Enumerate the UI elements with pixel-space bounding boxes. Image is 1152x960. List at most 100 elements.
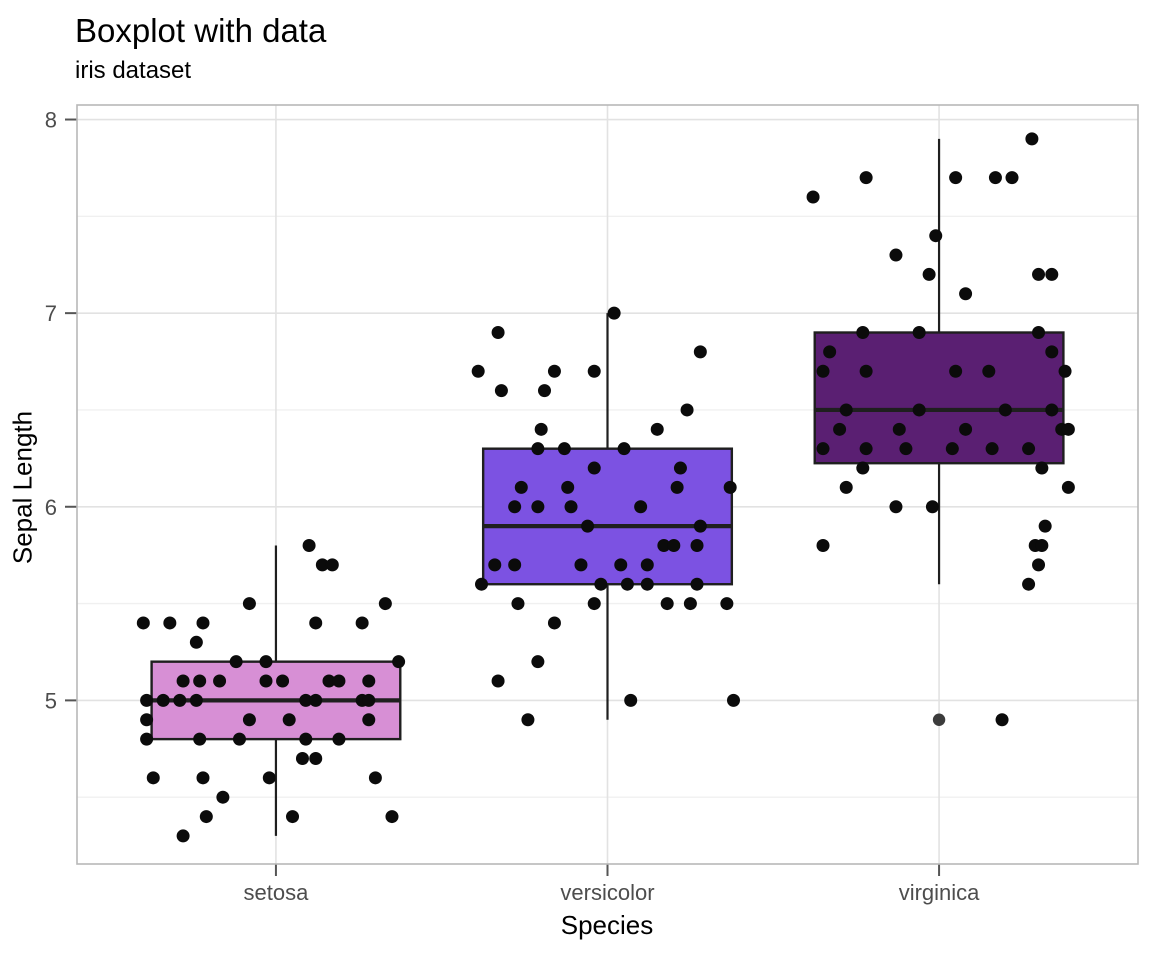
jitter-point: [620, 577, 634, 591]
jitter-point: [1035, 461, 1049, 475]
jitter-point: [594, 577, 608, 591]
chart-subtitle: iris dataset: [75, 57, 192, 84]
jitter-point: [640, 577, 654, 591]
jitter-point: [587, 364, 601, 378]
jitter-point: [607, 306, 621, 320]
jitter-point: [1032, 558, 1046, 572]
jitter-point: [355, 616, 369, 630]
jitter-point: [693, 519, 707, 533]
jitter-point: [912, 403, 926, 417]
jitter-point: [491, 674, 505, 688]
jitter-point: [491, 326, 505, 340]
jitter-point: [176, 829, 190, 843]
jitter-point: [508, 558, 522, 572]
jitter-point: [471, 364, 485, 378]
y-tick-label: 8: [45, 108, 57, 133]
jitter-point: [140, 732, 154, 746]
jitter-point: [1045, 267, 1059, 281]
jitter-point: [998, 403, 1012, 417]
jitter-point: [889, 248, 903, 262]
outlier-point: [932, 713, 946, 726]
jitter-point: [614, 558, 628, 572]
jitter-point: [922, 267, 936, 281]
y-tick-label: 7: [45, 301, 57, 326]
jitter-point: [146, 771, 160, 785]
jitter-point: [959, 287, 973, 301]
jitter-point: [667, 538, 681, 552]
jitter-point: [362, 674, 376, 688]
jitter-point: [557, 442, 571, 456]
jitter-point: [276, 674, 290, 688]
jitter-point: [839, 403, 853, 417]
jitter-point: [156, 693, 170, 707]
jitter-point: [368, 771, 382, 785]
jitter-point: [242, 597, 256, 611]
jitter-point: [823, 345, 837, 359]
jitter-point: [521, 713, 535, 727]
jitter-point: [925, 500, 939, 514]
jitter-point: [816, 442, 830, 456]
jitter-point: [723, 480, 737, 494]
jitter-point: [859, 442, 873, 456]
jitter-point: [392, 655, 406, 669]
jitter-point: [1045, 403, 1059, 417]
jitter-point: [1032, 267, 1046, 281]
jitter-point: [362, 713, 376, 727]
jitter-point: [259, 655, 273, 669]
jitter-point: [315, 558, 329, 572]
jitter-point: [949, 364, 963, 378]
jitter-point: [1032, 326, 1046, 340]
jitter-point: [1035, 538, 1049, 552]
jitter-point: [299, 732, 313, 746]
jitter-point: [561, 480, 575, 494]
jitter-point: [488, 558, 502, 572]
jitter-point: [299, 693, 313, 707]
jitter-point: [332, 674, 346, 688]
jitter-point: [1022, 442, 1036, 456]
jitter-point: [1061, 422, 1075, 436]
jitter-point: [859, 171, 873, 185]
jitter-point: [259, 674, 273, 688]
jitter-point: [385, 810, 399, 824]
x-tick-label: virginica: [899, 880, 980, 905]
jitter-point: [189, 635, 203, 649]
jitter-point: [587, 461, 601, 475]
jitter-point: [640, 558, 654, 572]
jitter-point: [302, 538, 316, 552]
jitter-point: [995, 713, 1009, 727]
x-tick-label: versicolor: [560, 880, 654, 905]
x-tick-label: setosa: [244, 880, 310, 905]
jitter-point: [193, 674, 207, 688]
jitter-point: [325, 558, 339, 572]
jitter-point: [816, 538, 830, 552]
jitter-point: [295, 751, 309, 765]
y-tick-label: 6: [45, 495, 57, 520]
jitter-point: [193, 732, 207, 746]
jitter-point: [985, 442, 999, 456]
jitter-point: [1038, 519, 1052, 533]
jitter-point: [690, 577, 704, 591]
jitter-point: [1005, 171, 1019, 185]
x-axis-title: Species: [560, 910, 654, 940]
jitter-point: [581, 519, 595, 533]
jitter-point: [720, 597, 734, 611]
jitter-point: [378, 597, 392, 611]
jitter-point: [899, 442, 913, 456]
jitter-point: [508, 500, 522, 514]
jitter-point: [680, 403, 694, 417]
jitter-point: [309, 693, 323, 707]
jitter-point: [856, 461, 870, 475]
jitter-point: [1058, 364, 1072, 378]
jitter-point: [531, 500, 545, 514]
jitter-point: [816, 364, 830, 378]
jitter-point: [959, 422, 973, 436]
jitter-point: [624, 693, 638, 707]
jitter-point: [216, 790, 230, 804]
jitter-point: [726, 693, 740, 707]
jitter-point: [538, 384, 552, 398]
jitter-point: [949, 171, 963, 185]
jitter-point: [322, 674, 336, 688]
jitter-point: [1061, 480, 1075, 494]
